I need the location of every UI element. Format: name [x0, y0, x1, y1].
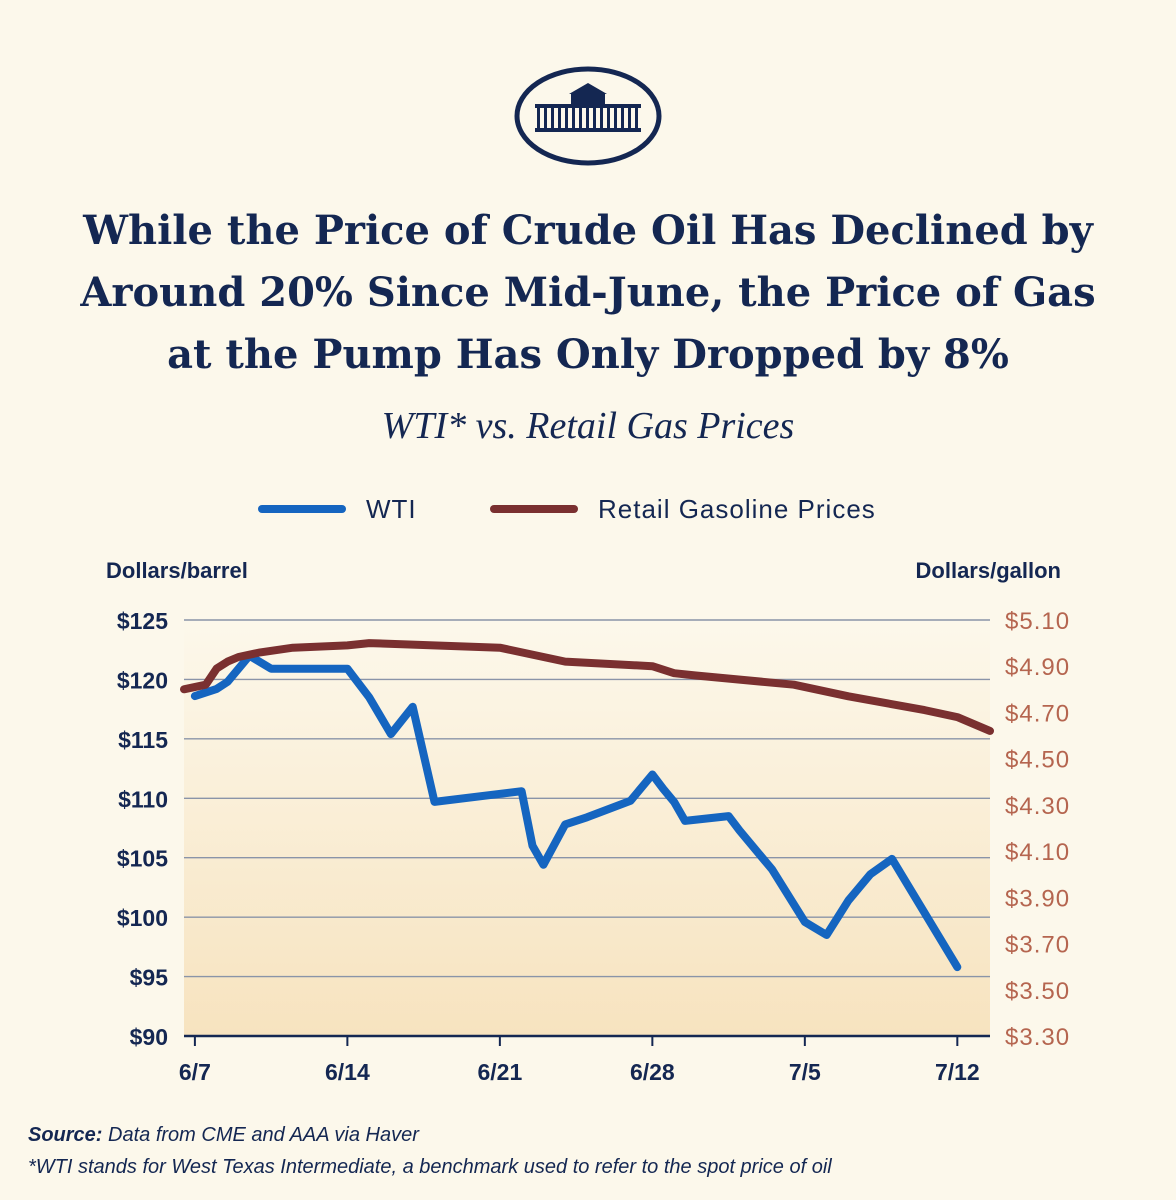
title-line-3: at the Pump Has Only Dropped by 8% — [167, 331, 1009, 378]
right-tick-label: $3.50 — [1005, 978, 1070, 1005]
legend-item-gasoline: Retail Gasoline Prices — [490, 492, 876, 526]
title-line-2: Around 20% Since Mid-June, the Price of … — [80, 269, 1096, 316]
x-tick-label: 7/12 — [935, 1059, 980, 1085]
source-text: Data from CME and AAA via Haver — [108, 1124, 419, 1146]
left-tick-label: $125 — [117, 608, 168, 634]
right-tick-label: $5.10 — [1005, 608, 1070, 635]
x-tick-label: 6/21 — [477, 1059, 522, 1085]
source-note: Source: Data from CME and AAA via Haver — [28, 1124, 419, 1147]
x-tick-label: 6/28 — [630, 1059, 675, 1085]
white-house-logo — [513, 66, 663, 166]
series-line-gasoline — [180, 639, 994, 735]
series-line-wti — [190, 651, 962, 972]
x-tick-label: 7/5 — [789, 1059, 821, 1085]
plot-area — [184, 620, 990, 1036]
x-tick-label: 6/7 — [179, 1059, 211, 1085]
right-axis-title: Dollars/gallon — [915, 558, 1061, 583]
right-tick-label: $4.10 — [1005, 839, 1070, 866]
title-line-1: While the Price of Crude Oil Has Decline… — [83, 207, 1093, 254]
legend-swatch-gasoline — [490, 505, 578, 513]
legend-swatch-wti — [258, 505, 346, 513]
wti-footnote: *WTI stands for West Texas Intermediate,… — [28, 1156, 832, 1178]
source-label: Source: — [28, 1124, 103, 1146]
right-tick-label: $4.30 — [1005, 793, 1070, 820]
right-tick-label: $4.70 — [1005, 700, 1070, 727]
left-axis-title: Dollars/barrel — [106, 558, 248, 583]
left-tick-label: $100 — [117, 905, 168, 931]
left-tick-label: $90 — [130, 1024, 168, 1050]
x-tick-label: 6/14 — [325, 1059, 370, 1085]
left-tick-label: $110 — [118, 786, 168, 812]
legend-label-wti: WTI — [366, 493, 417, 524]
right-tick-label: $3.30 — [1005, 1024, 1070, 1051]
left-tick-label: $115 — [118, 727, 168, 753]
right-tick-label: $4.50 — [1005, 747, 1070, 774]
left-tick-label: $105 — [117, 846, 168, 872]
right-tick-label: $3.70 — [1005, 932, 1070, 959]
legend-label-gasoline: Retail Gasoline Prices — [598, 493, 876, 524]
chart-subtitle: WTI* vs. Retail Gas Prices — [381, 405, 795, 447]
left-tick-label: $120 — [117, 667, 168, 693]
chart-legend: WTI Retail Gasoline Prices — [0, 492, 1176, 526]
right-tick-label: $3.90 — [1005, 885, 1070, 912]
page-title: While the Price of Crude Oil Has Decline… — [40, 200, 1136, 386]
legend-item-wti: WTI — [258, 492, 417, 526]
right-tick-label: $4.90 — [1005, 654, 1070, 681]
left-tick-label: $95 — [130, 965, 169, 991]
